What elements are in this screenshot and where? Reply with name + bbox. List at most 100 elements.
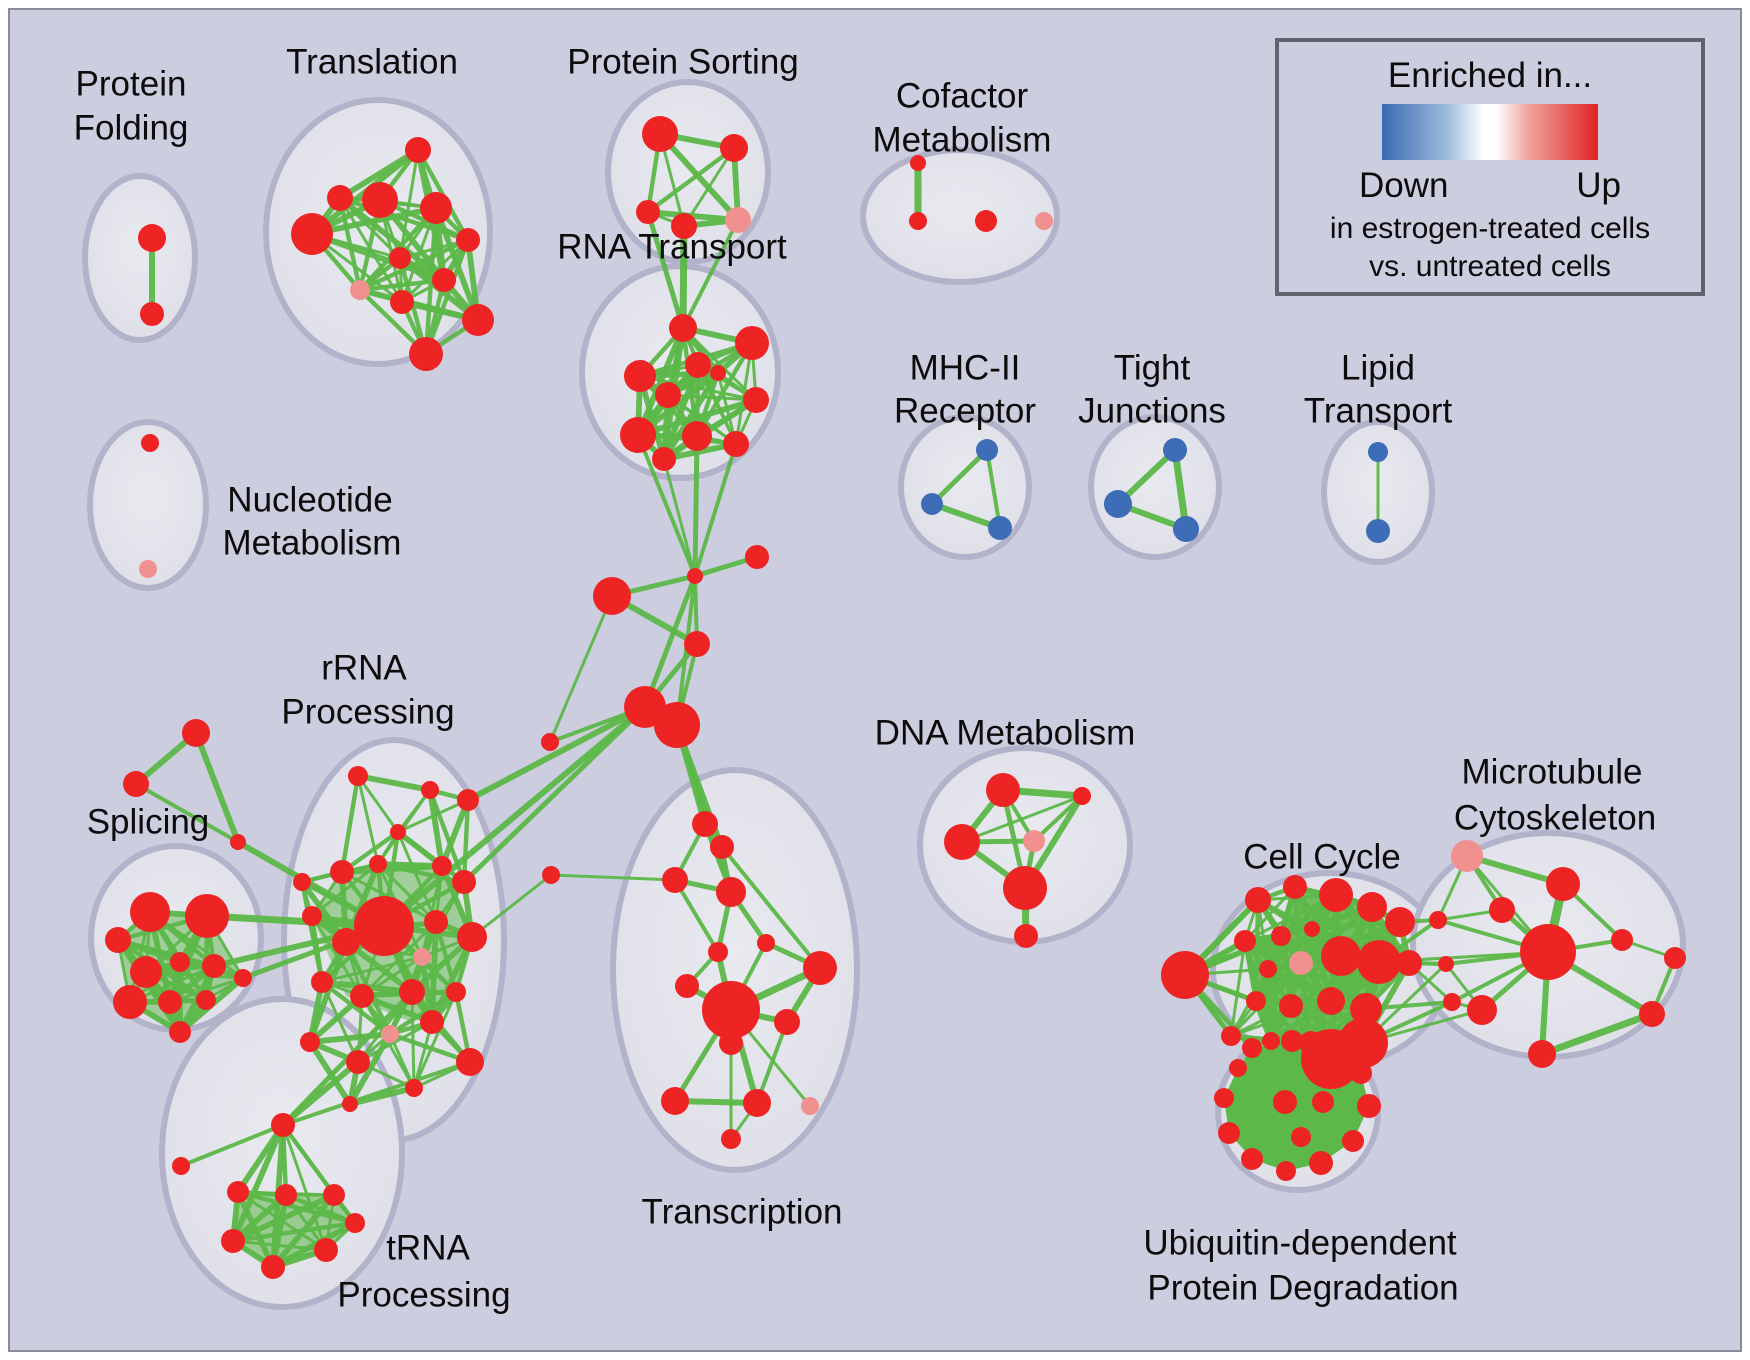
node-ccp <box>1289 951 1313 975</box>
node-nm1 <box>141 434 159 452</box>
legend-subtitle: in estrogen-treated cells vs. untreated … <box>1330 210 1650 286</box>
node-ub4 <box>1350 1062 1372 1084</box>
edge <box>115 937 217 969</box>
node-rr10 <box>302 906 322 926</box>
node-tn7 <box>261 1255 285 1279</box>
cluster-label: Metabolism <box>223 524 402 563</box>
node-ub12 <box>1229 1059 1247 1077</box>
node-ub1 <box>1242 1038 1262 1058</box>
edge <box>309 205 439 237</box>
legend-box: Enriched in... Down Up in estrogen-treat… <box>1275 38 1705 296</box>
node-tr7 <box>389 247 411 269</box>
node-sp6 <box>202 954 226 978</box>
node-sp5 <box>170 952 190 972</box>
edge <box>929 501 1003 531</box>
node-rr19 <box>346 1050 370 1074</box>
cluster-ellipse-translation <box>263 97 493 367</box>
node-rr15 <box>350 984 374 1008</box>
edge <box>357 277 447 293</box>
node-rr16 <box>399 979 425 1005</box>
edge <box>387 1031 473 1065</box>
edge <box>679 222 688 332</box>
cluster-label: Protein Sorting <box>567 43 799 82</box>
node-pf1 <box>138 224 166 252</box>
node-rr14 <box>311 971 333 993</box>
node-lt1 <box>1368 442 1388 462</box>
edge <box>1171 446 1190 533</box>
node-ub11 <box>1214 1088 1234 1108</box>
edge <box>396 830 438 924</box>
node-rr9 <box>452 870 476 894</box>
cluster-label: rRNA <box>321 649 407 688</box>
node-rr7 <box>369 855 387 873</box>
node-tn1 <box>227 1181 249 1203</box>
edge <box>985 448 1002 530</box>
edge <box>429 934 475 1025</box>
edge <box>461 704 648 885</box>
edge <box>376 862 438 924</box>
edge <box>360 920 438 998</box>
cluster-label: Metabolism <box>873 121 1052 160</box>
node-tn2 <box>275 1184 297 1206</box>
node-dm4 <box>1003 866 1047 910</box>
edge <box>635 397 759 438</box>
node-txh <box>675 974 699 998</box>
node-ps1 <box>642 116 678 152</box>
legend-subtitle-line1: in estrogen-treated cells <box>1329 212 1651 245</box>
node-rn <box>745 545 769 569</box>
edge <box>681 218 740 330</box>
node-cc13 <box>1246 991 1266 1011</box>
legend-down-label: Down <box>1359 166 1449 205</box>
node-rrp1 <box>413 948 431 966</box>
node-rrp2 <box>381 1025 399 1043</box>
edge <box>661 370 721 462</box>
node-tj3 <box>1173 516 1199 542</box>
cluster-ellipse-nucleotide-metabolism <box>87 419 209 591</box>
node-cf1 <box>910 155 926 171</box>
node-tr6 <box>456 228 480 252</box>
legend-axis-labels: Down Up <box>1359 166 1621 206</box>
node-rt11 <box>652 447 676 471</box>
node-txk <box>719 1031 743 1055</box>
cluster-label: Protein Degradation <box>1147 1269 1458 1308</box>
node-rt4 <box>685 352 711 378</box>
edge <box>230 1122 286 1244</box>
node-dm1 <box>986 773 1020 807</box>
edge <box>396 798 470 834</box>
node-sp1 <box>130 892 170 932</box>
node-txd <box>716 877 746 907</box>
node-cf4 <box>1035 212 1053 230</box>
edge <box>694 340 755 439</box>
node-mt9 <box>1664 947 1686 969</box>
edge <box>388 1032 416 1090</box>
node-rr17 <box>446 982 466 1002</box>
edge <box>343 861 381 945</box>
node-tnh <box>271 1113 295 1137</box>
node-tr5 <box>291 213 333 255</box>
node-mn <box>684 631 710 657</box>
node-sp11 <box>169 1021 191 1043</box>
node-tr3 <box>362 182 398 218</box>
cluster-label: Transcription <box>642 1193 843 1232</box>
node-ub6 <box>1342 1130 1364 1152</box>
cluster-label: Ubiquitin-dependent <box>1143 1224 1457 1263</box>
cluster-label: DNA Metabolism <box>875 714 1136 753</box>
node-sp10 <box>234 969 252 987</box>
node-ub5 <box>1357 1094 1381 1118</box>
edge <box>347 1085 417 1107</box>
node-rt6 <box>655 382 681 408</box>
node-cc4 <box>1357 892 1387 922</box>
cluster-label: Protein <box>76 65 187 104</box>
edge <box>310 862 380 918</box>
edge <box>1229 939 1247 1038</box>
node-ub2 <box>1281 1030 1303 1052</box>
edge <box>549 873 677 882</box>
edge <box>645 209 741 223</box>
node-rr21 <box>456 1048 484 1076</box>
node-tr2 <box>327 185 353 211</box>
cluster-label: Cofactor <box>896 77 1029 116</box>
node-txe <box>757 934 775 952</box>
node-cc11 <box>1357 940 1401 984</box>
legend-gradient-bar <box>1382 104 1598 160</box>
node-cc6 <box>1234 930 1256 952</box>
